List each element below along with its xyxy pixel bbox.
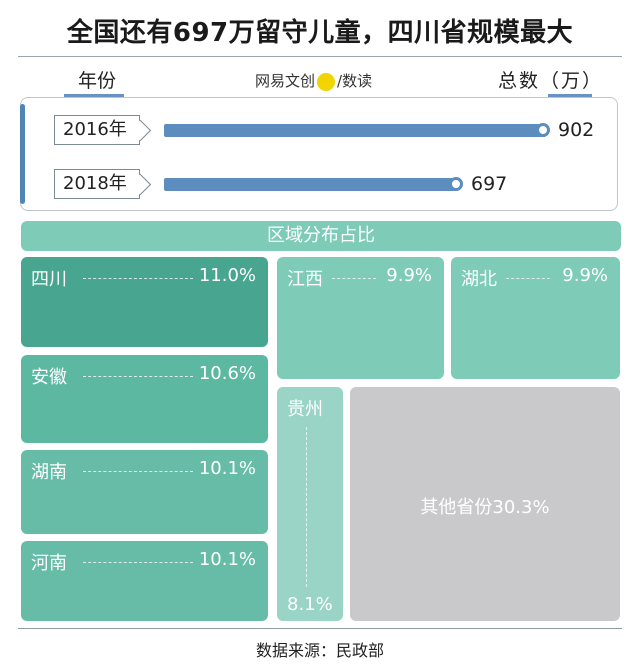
region-name: 江西 — [287, 269, 323, 290]
bar-end-2016 — [536, 123, 550, 137]
year-label-2018: 2018年 — [54, 169, 140, 199]
source-divider — [18, 628, 622, 629]
region-percent: 10.6% — [198, 363, 256, 384]
bar-2016 — [164, 124, 546, 137]
region-percent: 8.1% — [287, 594, 333, 615]
region-percent: 10.1% — [198, 549, 256, 570]
dashed-leader — [306, 427, 307, 587]
tile-henan: 河南 10.1% — [21, 541, 268, 621]
region-label: 其他省份30.3% — [420, 497, 550, 518]
region-name: 湖北 — [461, 269, 497, 290]
title-divider — [18, 56, 622, 57]
tile-anhui: 安徽 10.6% — [21, 355, 268, 443]
total-column-header: 总数（万） — [498, 70, 604, 92]
panel-accent-edge — [20, 104, 25, 204]
page-title: 全国还有697万留守儿童，四川省规模最大 — [66, 18, 574, 48]
dashed-leader — [83, 471, 193, 472]
region-name: 河南 — [31, 553, 67, 574]
tile-sichuan: 四川 11.0% — [21, 257, 268, 347]
bar-2018 — [164, 178, 459, 191]
tile-other-provinces: 其他省份30.3% — [350, 387, 620, 621]
dashed-leader — [332, 278, 376, 279]
region-name: 湖南 — [31, 462, 67, 483]
region-percent: 9.9% — [562, 265, 608, 286]
region-percent: 10.1% — [198, 458, 256, 479]
bar-end-2018 — [449, 177, 463, 191]
brand-slash: / — [337, 72, 343, 90]
region-percent: 11.0% — [198, 265, 256, 286]
brand-logo: 网易文创 /数读 — [255, 70, 372, 91]
year-label-2016: 2016年 — [54, 115, 140, 145]
region-section-header: 区域分布占比 — [21, 221, 621, 251]
region-name: 四川 — [31, 269, 67, 290]
region-name: 贵州 — [287, 399, 323, 420]
value-2018: 697 — [471, 173, 508, 195]
tile-jiangxi: 江西 9.9% — [277, 257, 444, 379]
tile-hunan: 湖南 10.1% — [21, 450, 268, 534]
brand-name: 网易文创 — [255, 72, 316, 90]
dashed-leader — [83, 278, 193, 279]
region-percent: 9.9% — [386, 265, 432, 286]
tile-guizhou: 贵州 8.1% — [277, 387, 343, 621]
region-name: 安徽 — [31, 367, 67, 388]
tile-hubei: 湖北 9.9% — [451, 257, 620, 379]
year-column-header: 年份 — [77, 70, 116, 92]
data-source: 数据来源：民政部 — [255, 641, 384, 660]
dashed-leader — [83, 562, 193, 563]
dashed-leader — [83, 376, 193, 377]
total-header-underline — [548, 94, 592, 97]
dashed-leader — [506, 278, 550, 279]
brand-dot-icon — [317, 72, 336, 91]
brand-column: 数读 — [342, 72, 373, 90]
year-header-underline — [64, 94, 124, 97]
value-2016: 902 — [558, 119, 595, 141]
